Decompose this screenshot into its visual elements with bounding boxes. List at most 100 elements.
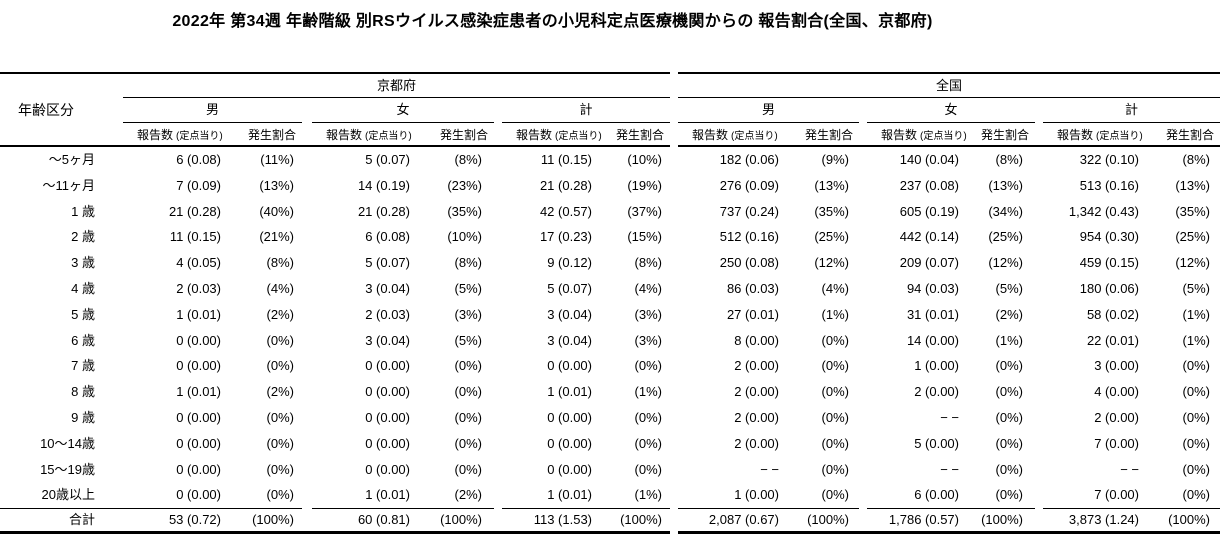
report-count-cell: 113 (1.53) <box>533 512 592 528</box>
report-count-cell: 0 (0.00) <box>547 435 592 451</box>
rate-cell: (4%) <box>266 280 294 296</box>
total-row: 合計 53 (0.72) (100%) 60 (0.81) (100%) 113 (1.5… <box>0 509 1220 531</box>
rate-label: 発生割合 <box>980 127 1029 142</box>
report-count-cell: 0 (0.00) <box>365 358 410 374</box>
rate-cell: (3%) <box>454 306 482 322</box>
rate-cell: (2%) <box>266 306 294 322</box>
report-count-cell: 442 (0.14) <box>899 229 959 245</box>
rate-cell: (0%) <box>821 435 849 451</box>
age-label: 5 歳 <box>71 306 95 322</box>
gender-header-total-kyoto: 計 <box>579 102 593 117</box>
report-count-cell: 0 (0.00) <box>547 358 592 374</box>
report-count-label: 報告数 <box>137 127 174 142</box>
table-row: 1 歳 21 (0.28) (40%) 21 (0.28) (35%) 42 (0.57)… <box>0 199 1220 225</box>
report-count-cell: 250 (0.08) <box>719 255 779 271</box>
subheader-group: 報告数 (定点当り) 発生割合 <box>312 126 494 143</box>
report-count-cell: 5 (0.07) <box>365 152 410 167</box>
report-count-cell: 605 (0.19) <box>899 203 959 219</box>
age-label: 8 歳 <box>71 384 95 400</box>
report-count-cell: − − <box>940 461 959 477</box>
rate-cell: (100%) <box>440 512 482 528</box>
rate-cell: (0%) <box>821 358 849 374</box>
rate-cell: (0%) <box>1182 461 1210 477</box>
report-count-cell: 21 (0.28) <box>168 203 221 219</box>
report-count-cell: 3 (0.04) <box>547 332 592 348</box>
table-row: 5 歳 1 (0.01) (2%) 2 (0.03) (3%) 3 (0.04) (3%) 2… <box>0 302 1220 328</box>
report-count-cell: 2,087 (0.67) <box>708 512 779 528</box>
rate-cell: (0%) <box>454 409 482 425</box>
rate-cell: (100%) <box>620 512 662 528</box>
rate-cell: (10%) <box>447 229 482 245</box>
rate-cell: (0%) <box>821 409 849 425</box>
rate-cell: (10%) <box>627 152 662 167</box>
age-label: 15～19歳 <box>40 461 95 477</box>
report-count-cell: 7 (0.09) <box>176 177 221 193</box>
rate-cell: (0%) <box>634 461 662 477</box>
table-row: 7 歳 0 (0.00) (0%) 0 (0.00) (0%) 0 (0.00) (0%) 2… <box>0 353 1220 379</box>
age-label: 4 歳 <box>71 280 95 296</box>
region-header-row: 京都府 全国 <box>0 74 1220 97</box>
age-label: ～11ヶ月 <box>42 177 96 193</box>
report-count-cell: 4 (0.00) <box>1094 384 1139 400</box>
rate-cell: (0%) <box>454 384 482 400</box>
report-count-cell: 5 (0.00) <box>914 435 959 451</box>
report-count-cell: 2 (0.00) <box>1094 409 1139 425</box>
report-count-cell: 0 (0.00) <box>547 461 592 477</box>
rate-cell: (12%) <box>988 255 1023 271</box>
report-count-cell: 2 (0.00) <box>734 435 779 451</box>
rate-cell: (25%) <box>1175 229 1210 245</box>
report-count-cell: 5 (0.07) <box>365 255 410 271</box>
report-count-label: 報告数 <box>692 127 729 142</box>
report-count-cell: 21 (0.28) <box>539 177 592 193</box>
gender-header-male-national: 男 <box>761 102 775 117</box>
region-header-kyoto: 京都府 <box>376 78 416 93</box>
report-count-cell: 1,342 (0.43) <box>1068 203 1139 219</box>
report-count-cell: 8 (0.00) <box>734 332 779 348</box>
rate-cell: (5%) <box>454 332 482 348</box>
rate-cell: (9%) <box>821 152 849 167</box>
rate-cell: (0%) <box>1182 435 1210 451</box>
table-foot: 合計 53 (0.72) (100%) 60 (0.81) (100%) 113 (1.5… <box>0 509 1220 531</box>
report-count-cell: 276 (0.09) <box>719 177 779 193</box>
subheader-group: 報告数 (定点当り) 発生割合 <box>123 126 302 143</box>
rate-cell: (0%) <box>266 487 294 503</box>
rate-cell: (2%) <box>995 306 1023 322</box>
age-label: 20歳以上 <box>41 487 95 503</box>
report-count-cell: 3 (0.04) <box>547 306 592 322</box>
rate-cell: (1%) <box>821 306 849 322</box>
report-count-cell: − − <box>760 461 779 477</box>
title-area: 2022年 第34週 年齢階級 別RSウイルス感染症患者の小児科定点医療機関から… <box>0 0 1105 72</box>
report-count-label: 報告数 <box>516 127 553 142</box>
divider-header-bottom <box>0 145 1220 147</box>
report-count-cell: 2 (0.00) <box>734 358 779 374</box>
report-count-cell: 5 (0.07) <box>547 280 592 296</box>
rate-cell: (0%) <box>266 409 294 425</box>
rate-cell: (2%) <box>454 487 482 503</box>
report-count-cell: 11 (0.15) <box>169 229 221 245</box>
rate-cell: (100%) <box>252 512 294 528</box>
rate-cell: (0%) <box>266 435 294 451</box>
rate-cell: (4%) <box>634 280 662 296</box>
report-title: 2022年 第34週 年齢階級 別RSウイルス感染症患者の小児科定点医療機関から… <box>172 13 933 30</box>
table-row: 6 歳 0 (0.00) (0%) 3 (0.04) (5%) 3 (0.04) (3%) 8… <box>0 328 1220 354</box>
rate-cell: (25%) <box>988 229 1023 245</box>
rate-label: 発生割合 <box>804 127 853 142</box>
rate-cell: (1%) <box>634 384 662 400</box>
rate-cell: (0%) <box>995 358 1023 374</box>
rate-label: 発生割合 <box>1165 127 1214 142</box>
table-row: 8 歳 1 (0.01) (2%) 0 (0.00) (0%) 1 (0.01) (1%) 2… <box>0 379 1220 405</box>
gender-header-total-national: 計 <box>1124 102 1138 117</box>
report-count-cell: 7 (0.00) <box>1094 435 1139 451</box>
rate-cell: (100%) <box>1168 512 1210 528</box>
rate-cell: (0%) <box>995 435 1023 451</box>
report-count-cell: 1 (0.00) <box>914 358 959 374</box>
report-count-cell: 1 (0.01) <box>547 487 592 503</box>
rate-cell: (8%) <box>454 255 482 271</box>
rate-cell: (8%) <box>1182 152 1210 167</box>
per-sentinel-label: (定点当り) <box>731 130 778 142</box>
report-count-cell: 512 (0.16) <box>719 229 779 245</box>
rate-cell: (0%) <box>995 409 1023 425</box>
rate-cell: (3%) <box>634 306 662 322</box>
report-count-cell: 0 (0.00) <box>176 409 221 425</box>
report-count-cell: 2 (0.00) <box>914 384 959 400</box>
